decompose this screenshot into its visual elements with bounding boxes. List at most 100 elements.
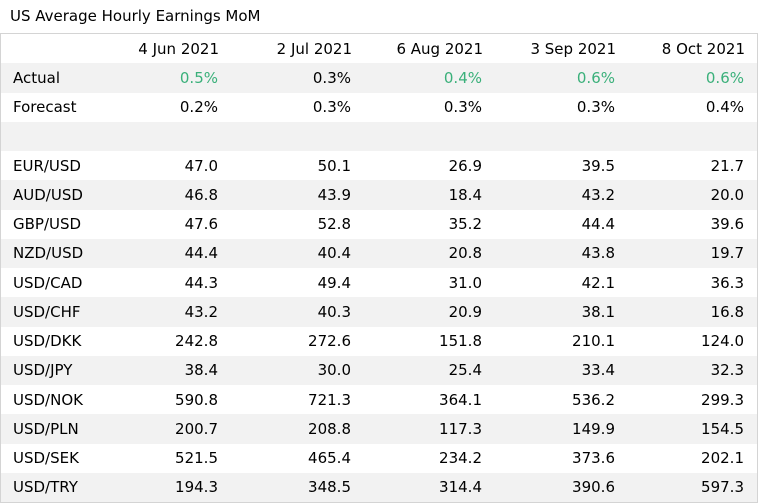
pair-label: USD/DKK — [13, 332, 82, 351]
pair-value-cell: 20.8 — [364, 238, 495, 268]
pair-value-cell: 44.3 — [184, 273, 218, 292]
header-row: 4 Jun 2021 2 Jul 2021 6 Aug 2021 3 Sep 2021… — [1, 34, 757, 63]
earnings-table: 4 Jun 2021 2 Jul 2021 6 Aug 2021 3 Sep 2021… — [1, 34, 757, 502]
forecast-value-cell: 0.3% — [576, 98, 615, 117]
pair-value-cell: 465.4 — [308, 449, 351, 468]
actual-value-cell: 0.3% — [231, 63, 364, 93]
pair-value-cell: 50.1 — [317, 156, 351, 175]
pair-value-cell: 124.0 — [701, 332, 744, 351]
pair-value-cell: 242.8 — [175, 332, 218, 351]
pair-value-cell: 38.4 — [87, 355, 231, 385]
pair-label: USD/SEK — [13, 449, 79, 468]
pair-value-cell: 16.8 — [628, 297, 757, 327]
currency-pair-row: USD/CHF 43.2 40.3 20.9 38.1 16.8 — [1, 297, 757, 327]
pair-value-cell: 26.9 — [448, 156, 482, 175]
column-header-date: 8 Oct 2021 — [661, 39, 745, 58]
spacer-cell — [495, 121, 628, 151]
forecast-value-cell: 0.3% — [312, 98, 351, 117]
pair-value-cell: 194.3 — [87, 472, 231, 502]
pair-value-cell: 43.2 — [495, 180, 628, 210]
pair-value-cell: 597.3 — [628, 472, 757, 502]
pair-value-cell: 364.1 — [439, 390, 482, 409]
currency-pair-row: USD/TRY 194.3 348.5 314.4 390.6 597.3 — [1, 472, 757, 502]
spacer-cell — [628, 121, 757, 151]
pair-value-cell: 149.9 — [495, 414, 628, 444]
actual-value-cell: 0.5% — [87, 63, 231, 93]
pair-value-cell: 117.3 — [364, 414, 495, 444]
forecast-value-cell: 0.2% — [179, 98, 218, 117]
pair-value-cell: 49.4 — [317, 273, 351, 292]
forecast-row: Forecast 0.2% 0.3% 0.3% 0.3% 0.4% — [1, 93, 757, 122]
pair-value-cell: 20.0 — [628, 180, 757, 210]
pair-value-cell: 20.9 — [364, 297, 495, 327]
pair-value-cell: 208.8 — [231, 414, 364, 444]
actual-row: Actual 0.5% 0.3% 0.4% 0.6% 0.6% — [1, 63, 757, 93]
pair-value-cell: 234.2 — [439, 449, 482, 468]
pair-value-cell: 33.4 — [495, 355, 628, 385]
pair-value-cell: 30.0 — [231, 355, 364, 385]
pair-label: USD/CAD — [13, 273, 83, 292]
pair-value-cell: 47.6 — [184, 215, 218, 234]
pair-value-cell: 590.8 — [175, 390, 218, 409]
pair-value-cell: 154.5 — [628, 414, 757, 444]
pair-value-cell: 521.5 — [175, 449, 218, 468]
pair-value-cell: 40.3 — [231, 297, 364, 327]
currency-pair-row: AUD/USD 46.8 43.9 18.4 43.2 20.0 — [1, 180, 757, 210]
pair-value-cell: 39.6 — [710, 215, 744, 234]
pair-value-cell: 373.6 — [572, 449, 615, 468]
pair-value-cell: 348.5 — [231, 472, 364, 502]
actual-value-cell: 0.6% — [628, 63, 757, 93]
currency-pair-row: USD/NOK 590.8 721.3 364.1 536.2 299.3 — [1, 385, 757, 414]
currency-pair-row: GBP/USD 47.6 52.8 35.2 44.4 39.6 — [1, 210, 757, 239]
column-header-date: 6 Aug 2021 — [396, 39, 483, 58]
pair-value-cell: 43.8 — [495, 238, 628, 268]
pair-value-cell: 151.8 — [439, 332, 482, 351]
currency-pair-row: USD/PLN 200.7 208.8 117.3 149.9 154.5 — [1, 414, 757, 444]
pair-value-cell: 202.1 — [701, 449, 744, 468]
pair-value-cell: 200.7 — [87, 414, 231, 444]
pair-label: AUD/USD — [1, 180, 87, 210]
pair-value-cell: 43.2 — [87, 297, 231, 327]
pair-value-cell: 31.0 — [448, 273, 482, 292]
actual-value-cell: 0.4% — [364, 63, 495, 93]
pair-value-cell: 21.7 — [710, 156, 744, 175]
pair-value-cell: 299.3 — [701, 390, 744, 409]
pair-value-cell: 18.4 — [364, 180, 495, 210]
pair-value-cell: 721.3 — [308, 390, 351, 409]
pair-value-cell: 32.3 — [628, 355, 757, 385]
pair-value-cell: 44.4 — [581, 215, 615, 234]
pair-value-cell: 19.7 — [628, 238, 757, 268]
pair-label: USD/PLN — [1, 414, 87, 444]
pair-value-cell: 536.2 — [572, 390, 615, 409]
currency-pair-row: NZD/USD 44.4 40.4 20.8 43.8 19.7 — [1, 238, 757, 268]
pair-value-cell: 36.3 — [710, 273, 744, 292]
pair-value-cell: 42.1 — [581, 273, 615, 292]
pair-label: USD/TRY — [1, 472, 87, 502]
pair-label: USD/JPY — [1, 355, 87, 385]
pair-value-cell: 46.8 — [87, 180, 231, 210]
pair-label: USD/NOK — [13, 390, 83, 409]
row-label: Forecast — [13, 98, 77, 117]
pair-label: NZD/USD — [1, 238, 87, 268]
pair-value-cell: 47.0 — [184, 156, 218, 175]
pair-value-cell: 40.4 — [231, 238, 364, 268]
header-blank-cell — [1, 34, 87, 63]
currency-pair-row: USD/DKK 242.8 272.6 151.8 210.1 124.0 — [1, 327, 757, 356]
column-header-date: 3 Sep 2021 — [530, 39, 616, 58]
pair-value-cell: 314.4 — [364, 472, 495, 502]
pair-label: EUR/USD — [13, 156, 81, 175]
row-label: Actual — [1, 63, 87, 93]
pair-value-cell: 390.6 — [495, 472, 628, 502]
pair-value-cell: 35.2 — [448, 215, 482, 234]
pair-value-cell: 44.4 — [87, 238, 231, 268]
pair-value-cell: 39.5 — [581, 156, 615, 175]
forecast-value-cell: 0.4% — [705, 98, 744, 117]
pair-value-cell: 38.1 — [495, 297, 628, 327]
actual-value-cell: 0.6% — [495, 63, 628, 93]
spacer-row — [1, 121, 757, 151]
column-header-date: 2 Jul 2021 — [276, 39, 352, 58]
currency-pair-row: EUR/USD 47.0 50.1 26.9 39.5 21.7 — [1, 151, 757, 180]
spacer-cell — [87, 121, 231, 151]
data-table-frame: 4 Jun 2021 2 Jul 2021 6 Aug 2021 3 Sep 2021… — [0, 33, 758, 503]
column-header-date: 4 Jun 2021 — [138, 39, 219, 58]
